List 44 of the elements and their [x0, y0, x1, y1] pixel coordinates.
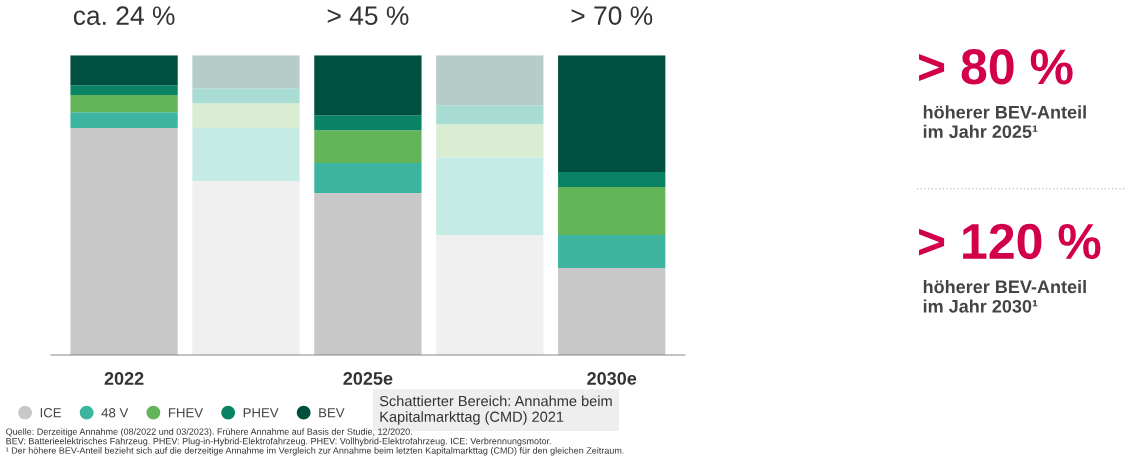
- bar: [314, 115, 422, 131]
- bar: [558, 235, 666, 269]
- text: höherer BEV-Anteil im Jahr 2025¹: [923, 105, 1086, 139]
- text: höherer BEV-Anteil im Jahr 2030¹: [923, 279, 1086, 313]
- annotation: ca. 24 %: [73, 6, 175, 26]
- annotation: > 45 %: [327, 6, 409, 26]
- bar: [70, 112, 178, 129]
- x-tick-label: 2022: [104, 372, 144, 385]
- bar: [192, 55, 300, 89]
- legend-label: ICE: [40, 408, 62, 418]
- bar: [436, 124, 544, 158]
- text: > 80 %: [919, 49, 1073, 85]
- bar: [192, 128, 300, 182]
- bar: [436, 55, 544, 106]
- annotation: > 70 %: [571, 6, 653, 26]
- bar: [192, 103, 300, 129]
- bar: [314, 163, 422, 194]
- bar: [314, 193, 422, 355]
- text: Schattierter Bereich: Annahme beim Kapitalmarkttag (CMD) 2021: [379, 395, 612, 425]
- text: ¹ Der höhere BEV-Anteil bezieht sich auf die derzeitige Annahme im Vergleich zur Annahme beim letzten Kapitalmarkttag (CMD) für den gleichen Zeitraum.: [6, 447, 624, 456]
- bar: [192, 88, 300, 104]
- bar: [558, 55, 666, 173]
- bar: [558, 187, 666, 236]
- bar: [70, 55, 178, 86]
- bar: [436, 105, 544, 125]
- bar: [558, 172, 666, 188]
- bar: [314, 55, 422, 116]
- bar: [436, 157, 544, 236]
- legend-label: BEV: [319, 408, 345, 418]
- bar: [70, 85, 178, 96]
- text: BEV: Batterieelektrisches Fahrzeug. PHEV: Plug-in-Hybrid-Elektrofahrzeug. PHEV: Vollhybrid-Elektrofahrzeug. ICE: Verbrennungsmotor.: [6, 437, 551, 447]
- legend-label: FHEV: [168, 408, 204, 418]
- legend-label: PHEV: [243, 408, 279, 418]
- bar: [314, 130, 422, 164]
- bar: [70, 128, 178, 355]
- bar: [436, 235, 544, 355]
- bar: [70, 95, 178, 113]
- bar: [558, 268, 666, 355]
- source-note: Quelle: Derzeitige Annahme (08/2022 und 03/2023). Frühere Annahme auf Basis der Studie, 12/2020.: [6, 428, 412, 437]
- text: > 120 %: [919, 223, 1101, 260]
- x-tick-label: 2025e: [343, 372, 393, 385]
- x-tick-label: 2030e: [587, 372, 637, 385]
- legend-label: 48 V: [101, 408, 129, 418]
- bar: [192, 181, 300, 355]
